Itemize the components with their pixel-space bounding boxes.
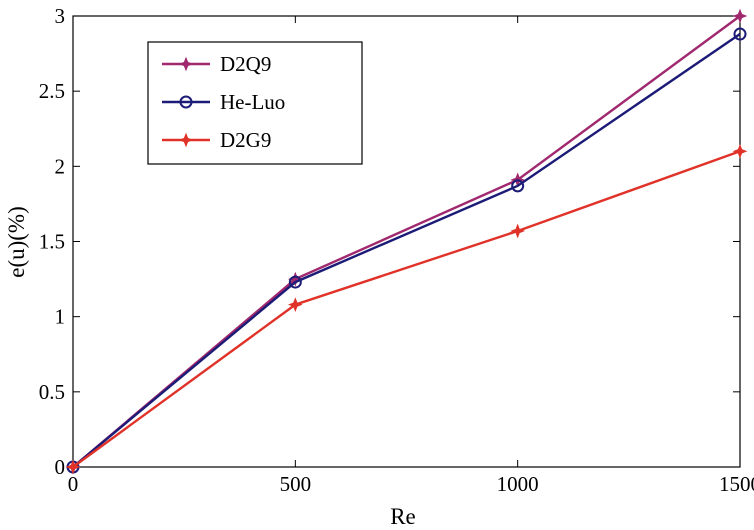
- data-point: [65, 459, 81, 475]
- legend-marker: [179, 95, 193, 109]
- data-point: [732, 8, 748, 24]
- data-point: [288, 275, 302, 289]
- series-d2g9: [65, 143, 748, 475]
- series-line: [72, 33, 741, 468]
- data-point: [511, 179, 525, 193]
- legend-label: D2Q9: [220, 52, 271, 76]
- y-tick-label: 3: [55, 4, 66, 28]
- data-point: [510, 223, 526, 239]
- y-tick-label: 1: [55, 305, 66, 329]
- x-tick-label: 0: [68, 472, 79, 496]
- data-point: [732, 143, 748, 159]
- y-tick-label: 1.5: [39, 230, 65, 254]
- y-axis-label: e(u)(%): [4, 206, 29, 278]
- legend-item: He-Luo: [162, 90, 285, 114]
- series-line: [72, 150, 741, 468]
- y-tick-label: 2.5: [39, 79, 65, 103]
- y-axis: 0 0.5 1 1.5 2 2.5 3: [39, 4, 740, 479]
- legend-label: D2G9: [220, 128, 271, 152]
- y-tick-label: 0.5: [39, 380, 65, 404]
- legend: D2Q9 He-Luo D2G9: [147, 41, 363, 165]
- legend-marker: [178, 56, 194, 72]
- x-axis-label: Re: [390, 504, 416, 529]
- legend-item: D2G9: [162, 128, 271, 152]
- legend-item: D2Q9: [162, 52, 271, 76]
- x-tick-label: 1000: [497, 472, 539, 496]
- y-tick-label: 0: [55, 455, 66, 479]
- y-tick-label: 2: [55, 154, 66, 178]
- legend-label: He-Luo: [220, 90, 285, 114]
- data-point: [287, 297, 303, 313]
- series-layer: [65, 8, 748, 475]
- legend-marker: [178, 132, 194, 148]
- x-tick-label: 500: [280, 472, 312, 496]
- data-point: [733, 27, 747, 41]
